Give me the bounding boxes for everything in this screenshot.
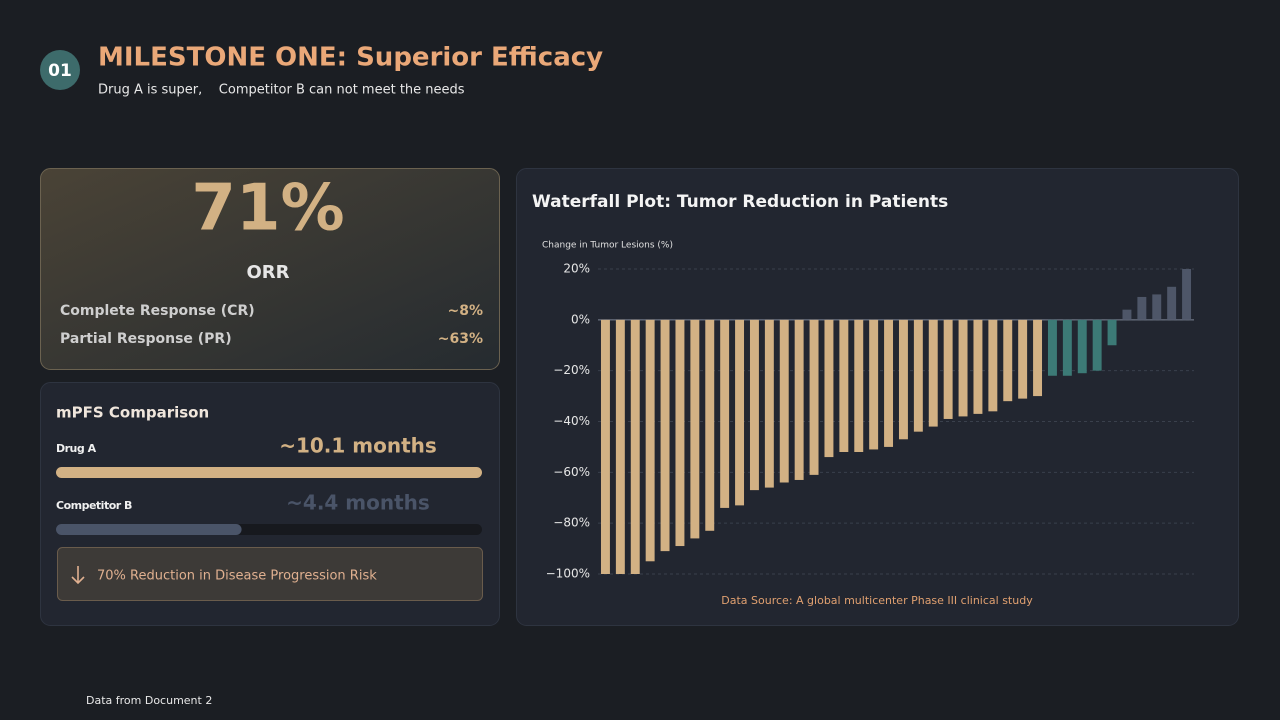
mpfs-label: Drug A bbox=[56, 442, 97, 455]
mpfs-value: ~4.4 months bbox=[286, 491, 430, 515]
y-tick-label: −20% bbox=[553, 363, 590, 377]
bar bbox=[839, 319, 849, 452]
bar bbox=[1062, 319, 1072, 376]
orr-card bbox=[40, 168, 500, 370]
y-tick-label: 0% bbox=[571, 312, 590, 326]
bar bbox=[1122, 309, 1132, 320]
chart-title: Waterfall Plot: Tumor Reduction in Patie… bbox=[532, 192, 948, 212]
orr-row-value: ~8% bbox=[448, 303, 484, 319]
callout-text: 70% Reduction in Disease Progression Ris… bbox=[97, 569, 377, 584]
title: MILESTONE ONE: Superior Efficacy bbox=[98, 43, 603, 73]
down-arrow bbox=[71, 566, 85, 585]
bar bbox=[720, 319, 730, 508]
bar bbox=[1152, 294, 1162, 320]
callout-box bbox=[57, 547, 483, 601]
bar bbox=[958, 319, 968, 417]
orr-row-value: ~63% bbox=[438, 331, 483, 347]
bar bbox=[615, 319, 625, 574]
y-tick-label: −60% bbox=[553, 465, 590, 479]
bar bbox=[1018, 319, 1028, 399]
bar bbox=[809, 319, 819, 475]
bar bbox=[630, 319, 640, 574]
bar bbox=[898, 319, 908, 440]
y-axis-label: Change in Tumor Lesions (%) bbox=[542, 241, 673, 251]
bar bbox=[869, 319, 879, 450]
bar bbox=[884, 319, 894, 447]
bar bbox=[913, 319, 923, 432]
badge bbox=[40, 50, 80, 90]
bar bbox=[824, 319, 834, 458]
bar bbox=[1092, 319, 1102, 371]
bar bbox=[794, 319, 804, 480]
mpfs-title: mPFS Comparison bbox=[56, 404, 209, 422]
bar bbox=[690, 319, 700, 539]
bar bbox=[1167, 286, 1177, 320]
y-tick-label: −100% bbox=[546, 567, 590, 581]
bar bbox=[973, 319, 983, 414]
bar bbox=[764, 319, 774, 488]
bar bbox=[854, 319, 864, 452]
y-tick-label: −80% bbox=[553, 516, 590, 530]
mpfs-bar bbox=[56, 524, 242, 535]
bar bbox=[735, 319, 745, 506]
mpfs-label: Competitor B bbox=[56, 499, 132, 512]
bar bbox=[1077, 319, 1087, 374]
bar bbox=[779, 319, 789, 483]
mpfs-value: ~10.1 months bbox=[279, 434, 437, 458]
bar bbox=[1107, 319, 1117, 346]
bar bbox=[749, 319, 759, 491]
mpfs-bar bbox=[56, 467, 482, 478]
orr-row-label: Complete Response (CR) bbox=[60, 303, 255, 319]
bar bbox=[943, 319, 953, 419]
bar bbox=[988, 319, 998, 412]
subtitle: Drug A is super, Competitor B can not me… bbox=[98, 83, 465, 98]
bar bbox=[600, 319, 610, 574]
footer: Data from Document 2 bbox=[86, 694, 212, 707]
orr-label: ORR bbox=[246, 262, 289, 283]
y-tick-label: 20% bbox=[563, 262, 590, 276]
orr-row-label: Partial Response (PR) bbox=[60, 331, 232, 347]
y-tick-label: −40% bbox=[553, 414, 590, 428]
bar bbox=[645, 319, 655, 562]
bar bbox=[1047, 319, 1057, 376]
bar bbox=[1137, 296, 1147, 320]
bar bbox=[675, 319, 685, 547]
chart-note: Data Source: A global multicenter Phase … bbox=[721, 594, 1033, 607]
bar bbox=[705, 319, 715, 531]
bar bbox=[1182, 269, 1192, 320]
bar bbox=[928, 319, 938, 427]
bar bbox=[1033, 319, 1043, 397]
bar bbox=[660, 319, 670, 552]
bar bbox=[1003, 319, 1013, 402]
orr-value: 71% bbox=[191, 172, 344, 246]
badge-text: 01 bbox=[48, 61, 72, 81]
